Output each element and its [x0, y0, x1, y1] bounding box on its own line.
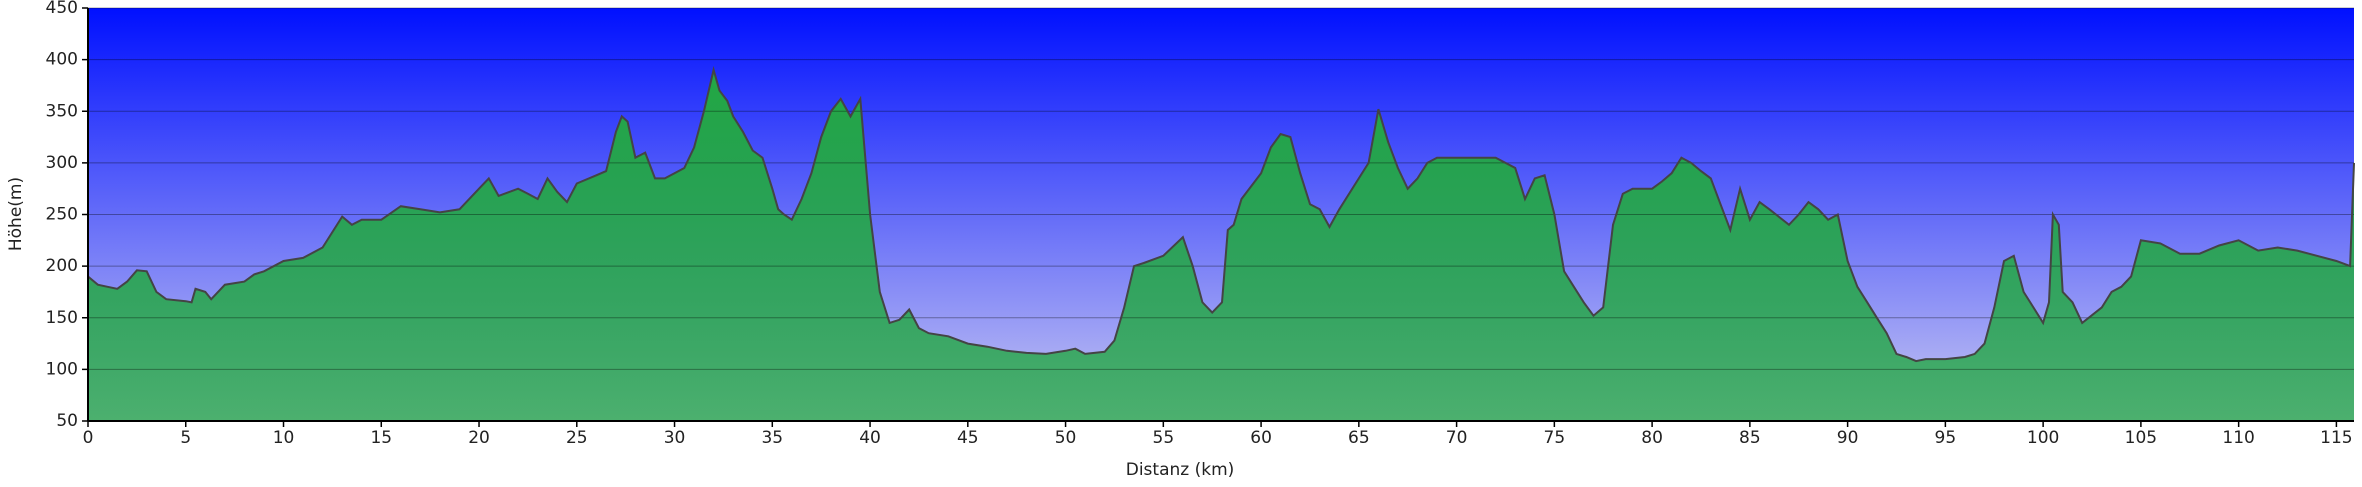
- x-tick-label: 110: [2222, 428, 2254, 448]
- x-tick-label: 85: [1739, 428, 1761, 448]
- x-tick-label: 55: [1153, 428, 1175, 448]
- x-tick-label: 100: [2027, 428, 2059, 448]
- x-tick-label: 60: [1250, 428, 1272, 448]
- elevation-area: [88, 69, 2354, 422]
- x-tick-label: 65: [1348, 428, 1370, 448]
- y-tick-label: 150: [46, 308, 78, 328]
- x-tick-label: 90: [1837, 428, 1859, 448]
- x-tick-label: 75: [1544, 428, 1566, 448]
- x-tick-label: 40: [859, 428, 881, 448]
- y-tick-label: 400: [46, 50, 78, 70]
- x-tick-label: 0: [83, 428, 94, 448]
- x-tick-label: 5: [180, 428, 191, 448]
- elevation-line: [87, 65, 2355, 363]
- x-tick-label: 25: [566, 428, 588, 448]
- x-tick-label: 35: [761, 428, 783, 448]
- y-tick-label: 300: [46, 153, 78, 173]
- y-tick-label: 250: [46, 205, 78, 225]
- x-tick-label: 80: [1641, 428, 1663, 448]
- x-tick-label: 95: [1935, 428, 1957, 448]
- x-tick-label: 115: [2320, 428, 2352, 448]
- y-tick-label: 50: [56, 411, 78, 431]
- x-tick-label: 15: [370, 428, 392, 448]
- y-tick-label: 350: [46, 101, 78, 121]
- x-tick-label: 30: [664, 428, 686, 448]
- x-tick-label: 45: [957, 428, 979, 448]
- y-tick-label: 100: [46, 359, 78, 379]
- y-tick-label: 450: [46, 0, 78, 18]
- x-tick-label: 10: [273, 428, 295, 448]
- x-tick-label: 70: [1446, 428, 1468, 448]
- x-axis-label: Distanz (km): [1126, 460, 1235, 480]
- x-tick-label: 50: [1055, 428, 1077, 448]
- y-tick-label: 200: [46, 256, 78, 276]
- y-axis-label: Höhe(m): [6, 177, 26, 251]
- x-tick-label: 20: [468, 428, 490, 448]
- x-tick-label: 105: [2125, 428, 2157, 448]
